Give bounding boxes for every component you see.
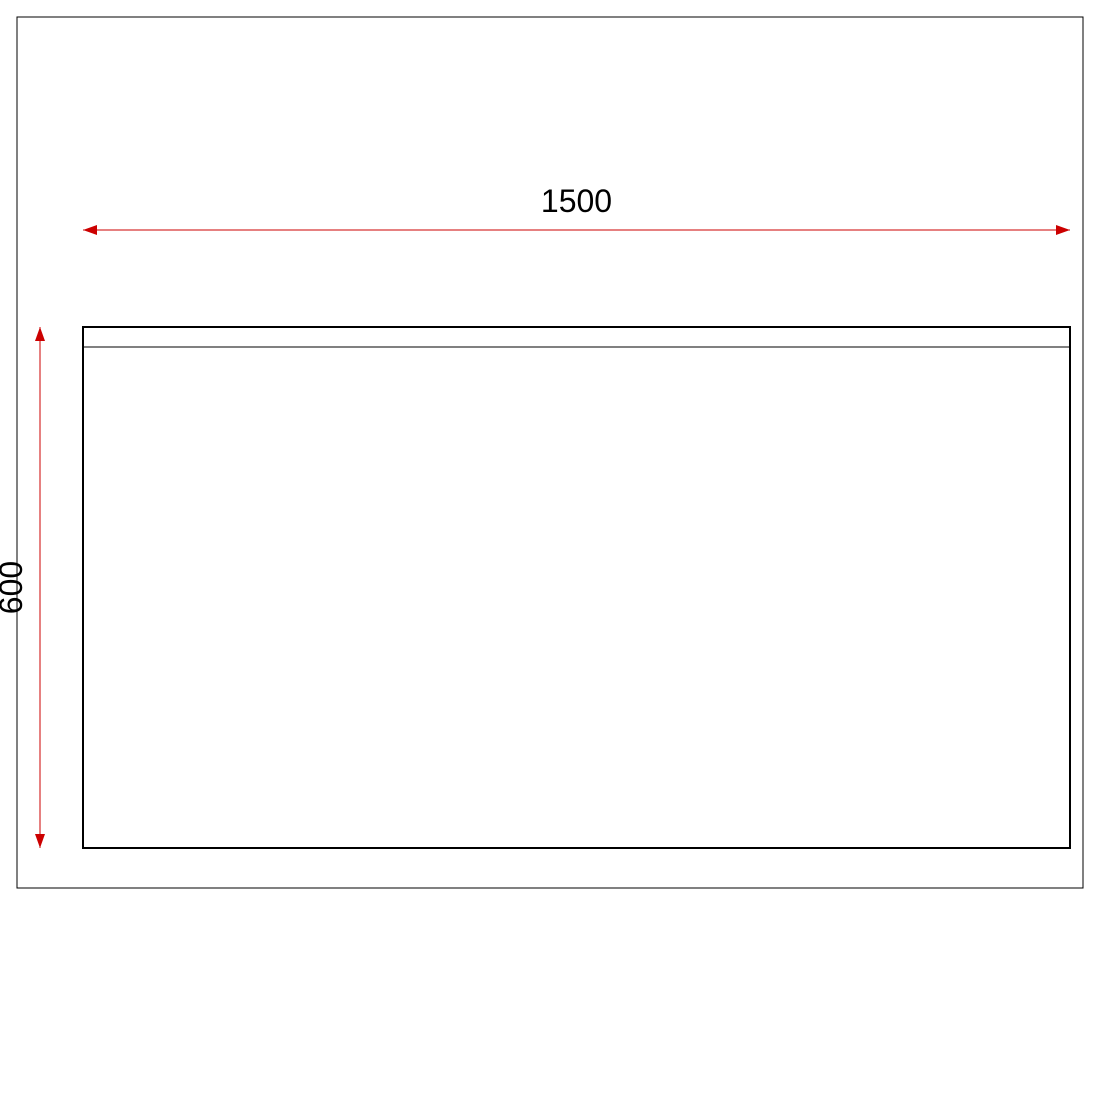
dimension-height-label: 600 <box>0 561 29 614</box>
dimension-width-label: 1500 <box>541 183 612 219</box>
technical-drawing: 1500 600 <box>0 0 1100 1100</box>
panel-outline <box>83 327 1070 848</box>
